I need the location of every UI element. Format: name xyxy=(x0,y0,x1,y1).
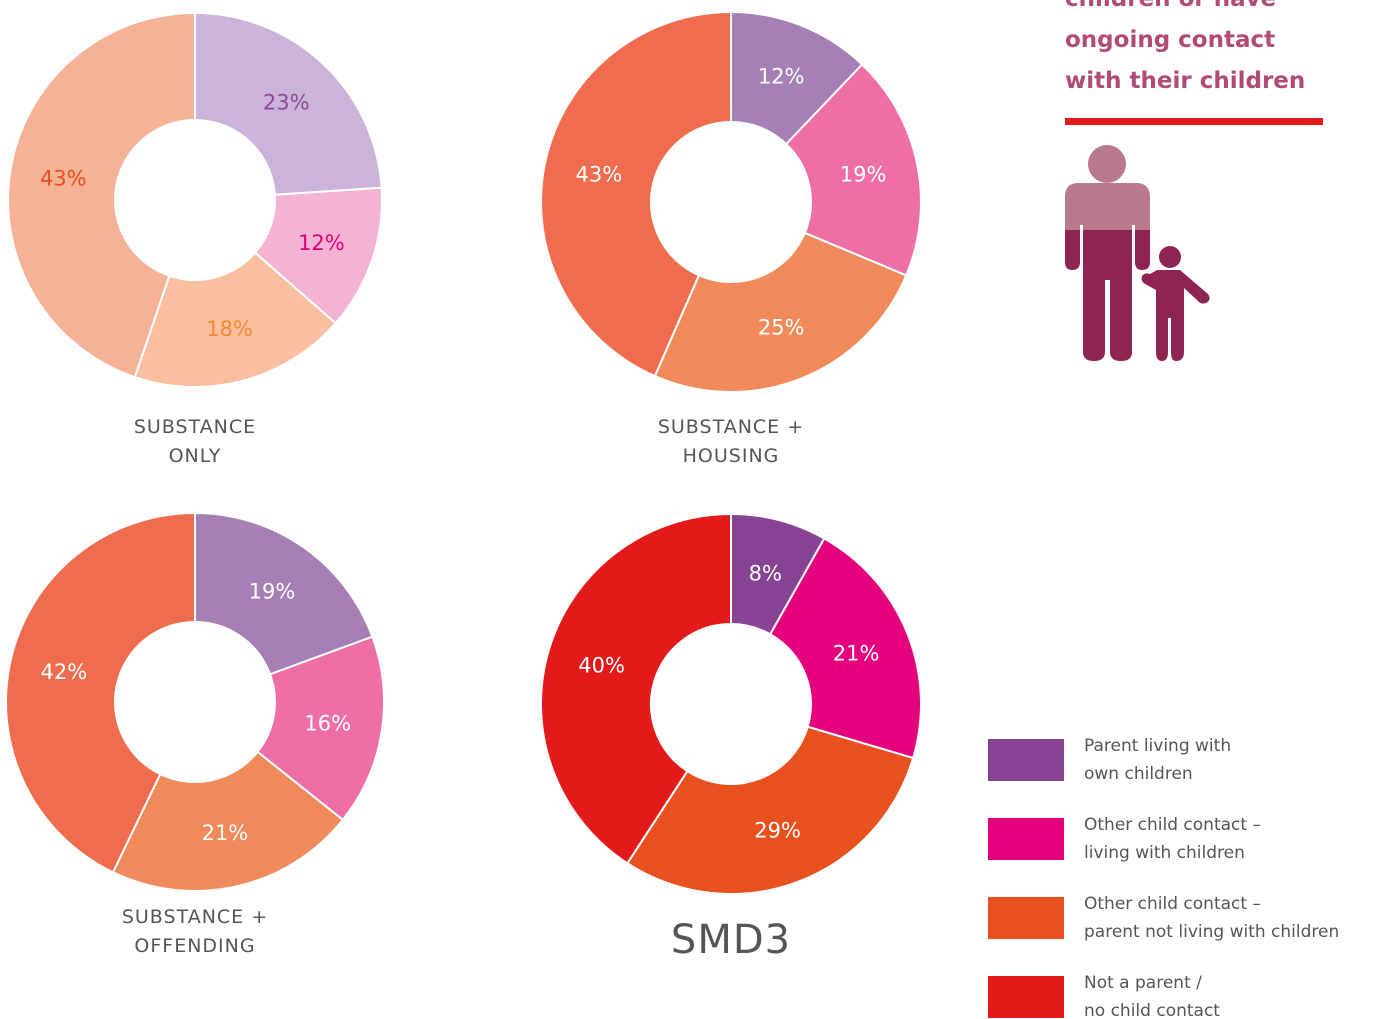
legend-swatch xyxy=(988,976,1064,1018)
donut-segment xyxy=(540,10,732,378)
value-label: 42% xyxy=(41,660,88,684)
donut-segment xyxy=(7,11,196,379)
donut-segment xyxy=(540,512,732,865)
value-label: 43% xyxy=(576,162,623,186)
donut-segment xyxy=(111,750,345,892)
legend-swatch xyxy=(988,897,1064,939)
value-label: 25% xyxy=(758,315,805,339)
legend-label: Not a parent / no child contact xyxy=(1084,973,1220,1019)
value-label: 8% xyxy=(749,561,782,585)
legend-label: Other child contact – living with childr… xyxy=(1084,815,1261,863)
legend-label: Other child contact – parent not living … xyxy=(1084,894,1340,942)
legend-swatch xyxy=(988,818,1064,860)
donut-segment xyxy=(194,511,374,676)
value-label: 21% xyxy=(833,641,880,665)
chart-title: SUBSTANCE + HOUSING xyxy=(657,416,805,467)
donut-segment xyxy=(5,511,196,874)
value-label: 18% xyxy=(206,317,253,341)
callout-rule xyxy=(1065,118,1323,125)
value-label: 16% xyxy=(304,711,351,735)
chart-title: SMD3 xyxy=(670,917,792,963)
value-label: 19% xyxy=(840,162,887,186)
donut-segment xyxy=(256,635,385,822)
donut-segment xyxy=(653,231,908,393)
parent-child-icon xyxy=(1065,145,1210,361)
chart-title: SUBSTANCE + OFFENDING xyxy=(121,906,269,957)
chart-title: SUBSTANCE ONLY xyxy=(133,416,257,467)
legend-label: Parent living with own children xyxy=(1084,736,1232,784)
callout-text: children or have ongoing contact with th… xyxy=(1065,0,1306,94)
donut-segment xyxy=(784,63,922,277)
value-label: 29% xyxy=(754,819,801,843)
value-label: 40% xyxy=(578,654,625,678)
donut-segment xyxy=(625,725,915,895)
donut-segment xyxy=(133,251,338,388)
value-label: 43% xyxy=(40,166,87,190)
donut-segment xyxy=(768,537,922,760)
value-label: 19% xyxy=(249,580,296,604)
value-label: 12% xyxy=(758,65,805,89)
value-label: 21% xyxy=(202,821,249,845)
value-label: 12% xyxy=(298,231,345,255)
donut-segment xyxy=(194,11,383,196)
value-label: 23% xyxy=(263,91,310,115)
legend-swatch xyxy=(988,739,1064,781)
